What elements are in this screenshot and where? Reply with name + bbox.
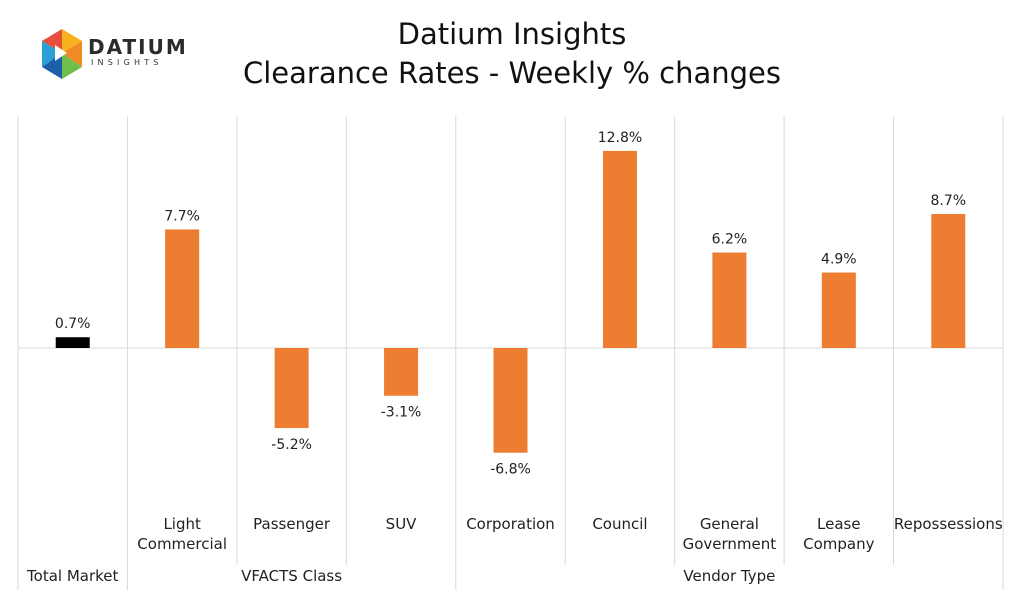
data-label: 0.7%	[55, 316, 91, 332]
group-label: Vendor Type	[683, 567, 775, 585]
logo-wordmark: DATIUM	[88, 35, 188, 59]
category-label: Corporation	[466, 515, 555, 533]
logo-mark-icon	[42, 29, 82, 79]
data-label: 8.7%	[930, 193, 966, 209]
bar	[384, 348, 419, 396]
bar	[274, 348, 309, 429]
data-label: -5.2%	[271, 437, 312, 453]
bar	[165, 229, 200, 348]
logo-subtitle: INSIGHTS	[91, 58, 163, 67]
chart-title: Datium Insights	[397, 17, 627, 51]
bar	[712, 252, 747, 348]
bar	[602, 150, 637, 348]
category-label: SUV	[386, 515, 418, 533]
bar	[55, 337, 90, 348]
data-label: -3.1%	[381, 405, 422, 421]
category-label: Passenger	[253, 515, 331, 533]
category-label: General	[700, 515, 759, 533]
bar	[931, 214, 966, 348]
category-label: Company	[803, 535, 874, 553]
bar	[493, 348, 528, 453]
category-label: Total Market	[26, 567, 118, 585]
data-label: 7.7%	[164, 208, 200, 224]
category-label: Light	[163, 515, 201, 533]
category-label: Council	[592, 515, 647, 533]
datium-logo: DATIUM INSIGHTS	[38, 27, 188, 83]
data-label: 6.2%	[712, 232, 748, 248]
category-label: Commercial	[137, 535, 227, 553]
chart-subtitle: Clearance Rates - Weekly % changes	[242, 56, 781, 90]
data-label: 12.8%	[598, 130, 642, 146]
category-label: Lease	[817, 515, 861, 533]
data-label: -6.8%	[490, 462, 531, 478]
group-label: VFACTS Class	[241, 567, 342, 585]
bar	[821, 272, 856, 348]
category-label: Repossessions	[894, 515, 1003, 533]
category-label: Government	[683, 535, 777, 553]
data-label: 4.9%	[821, 252, 857, 268]
